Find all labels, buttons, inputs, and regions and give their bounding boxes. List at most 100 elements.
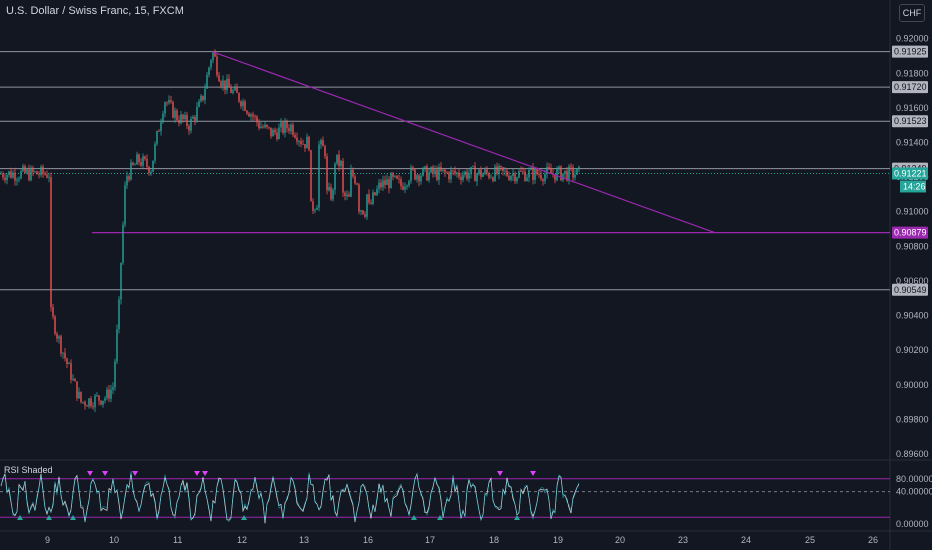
candle-body [14, 172, 16, 181]
candle-body [426, 166, 428, 181]
candle-body [284, 121, 286, 133]
candle-body [54, 316, 56, 334]
candle-body [570, 166, 572, 168]
candle-body [384, 180, 386, 186]
candle-body [144, 156, 146, 159]
x-tick-label: 17 [425, 535, 435, 545]
candle-body [66, 358, 68, 365]
candle-body [318, 144, 320, 208]
candle-body [8, 171, 10, 176]
candle-body [118, 299, 120, 330]
trendline[interactable] [211, 51, 716, 234]
candle-body [134, 164, 136, 166]
candle-body [504, 170, 506, 172]
candle-body [12, 172, 14, 178]
x-tick-label: 19 [553, 535, 563, 545]
candle-body [428, 172, 430, 181]
rsi-buy-marker [46, 515, 52, 520]
candle-body [448, 172, 450, 180]
candle-body [222, 80, 224, 87]
candle-body [216, 56, 218, 76]
candle-body [122, 224, 124, 263]
candle-body [52, 307, 54, 317]
candle-body [90, 398, 92, 407]
x-tick-label: 26 [868, 535, 878, 545]
candle-body [100, 400, 102, 405]
candle-body [76, 381, 78, 399]
countdown-badge [900, 180, 926, 193]
candle-body [432, 167, 434, 174]
candle-body [380, 182, 382, 188]
candle-body [578, 166, 580, 169]
candle-body [474, 166, 476, 182]
candle-body [192, 116, 194, 119]
candle-body [466, 171, 468, 179]
candle-body [82, 401, 84, 403]
candle-body [230, 87, 232, 93]
candle-body [394, 175, 396, 177]
candle-body [294, 135, 296, 138]
rsi-y-tick-label: 0.00000 [896, 519, 929, 529]
candle-body [16, 179, 18, 181]
candle-body [92, 406, 94, 408]
candle-body [348, 194, 350, 197]
candle-body [148, 166, 150, 174]
candle-body [576, 168, 578, 175]
y-tick-label: 0.90400 [896, 311, 929, 321]
candle-body [276, 132, 278, 140]
candle-body [458, 172, 460, 177]
candle-body [556, 169, 558, 181]
candle-body [420, 175, 422, 182]
x-tick-label: 13 [299, 535, 309, 545]
candle-body [50, 177, 52, 308]
candle-body [124, 185, 126, 225]
candle-body [430, 167, 432, 173]
currency-button[interactable]: CHF [899, 4, 925, 22]
candle-body [56, 333, 58, 339]
candle-body [388, 179, 390, 189]
candle-body [0, 173, 2, 175]
candle-body [560, 166, 562, 181]
candle-body [306, 136, 308, 149]
candle-body [378, 182, 380, 189]
candle-body [158, 131, 160, 132]
candle-body [240, 101, 242, 107]
candle-body [514, 173, 516, 182]
candle-body [548, 166, 550, 169]
candle-body [402, 186, 404, 190]
x-tick-label: 9 [45, 535, 50, 545]
candle-body [496, 166, 498, 175]
candle-body [414, 169, 416, 180]
y-tick-label: 0.90800 [896, 241, 929, 251]
candle-body [564, 170, 566, 174]
candle-body [300, 141, 302, 144]
candle-body [136, 154, 138, 165]
rsi-buy-marker [241, 515, 247, 520]
candle-body [440, 166, 442, 171]
candle-body [544, 173, 546, 182]
candle-body [210, 60, 212, 68]
candle-body [444, 169, 446, 173]
candle-body [286, 121, 288, 129]
candle-body [354, 176, 356, 184]
candle-body [536, 168, 538, 175]
rsi-sell-marker [194, 471, 200, 476]
level-badge-label: 0.90549 [894, 285, 927, 295]
candle-body [312, 201, 314, 211]
candle-body [4, 177, 6, 181]
candle-body [102, 400, 104, 405]
rsi-sell-marker [530, 471, 536, 476]
x-tick-label: 12 [237, 535, 247, 545]
candle-body [292, 124, 294, 136]
candle-body [550, 168, 552, 174]
candle-body [304, 144, 306, 149]
candle-body [112, 387, 114, 390]
candle-body [120, 262, 122, 300]
candle-body [554, 174, 556, 181]
candle-body [510, 175, 512, 180]
candle-body [126, 176, 128, 186]
candle-body [386, 179, 388, 186]
candle-body [532, 167, 534, 180]
candle-body [20, 170, 22, 179]
